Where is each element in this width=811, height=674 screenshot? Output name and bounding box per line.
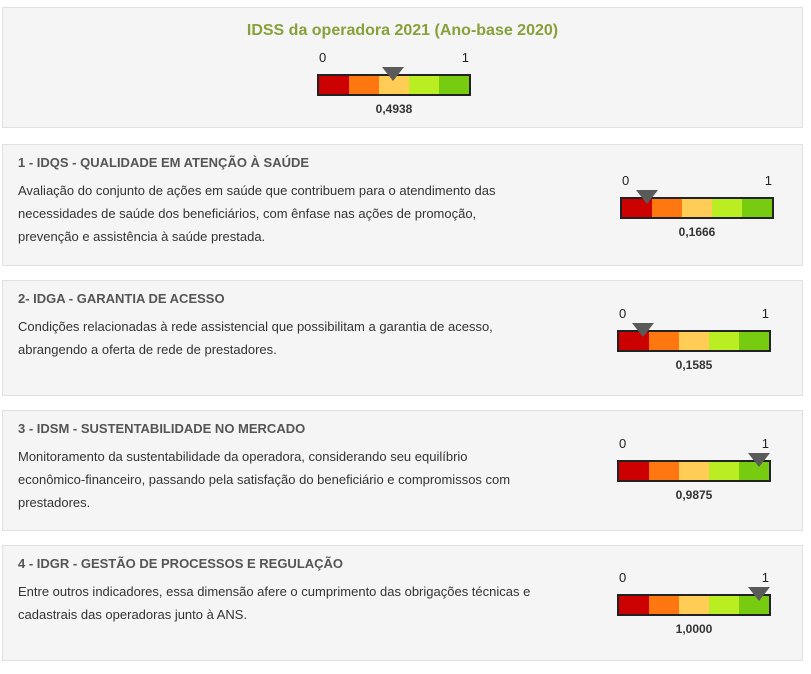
dimension-gauge: 0 1 0,1585	[617, 306, 771, 372]
gauge-pointer-icon	[748, 453, 770, 467]
gauge-segment-4	[712, 199, 742, 217]
gauge-pointer-icon	[748, 587, 770, 601]
gauge-value: 0,1666	[678, 225, 716, 239]
gauge-segment-2	[649, 596, 679, 614]
gauge-segment-2	[349, 76, 379, 94]
gauge-max-label: 1	[764, 173, 772, 188]
gauge-max-label: 1	[761, 306, 769, 321]
gauge-min-label: 0	[619, 436, 627, 451]
gauge-segment-5	[742, 199, 772, 217]
gauge-value: 0,1585	[675, 358, 713, 372]
gauge-pointer-icon	[631, 323, 654, 337]
gauge-max-label: 1	[761, 570, 769, 585]
gauge-segment-2	[649, 462, 679, 480]
gauge-segment-4	[709, 462, 739, 480]
gauge-min-label: 0	[619, 570, 627, 585]
dimension-title: 2- IDGA - GARANTIA DE ACESSO	[18, 291, 225, 306]
gauge-segment-2	[649, 332, 679, 350]
gauge-min-label: 0	[619, 306, 627, 321]
gauge-segment-3	[679, 332, 709, 350]
gauge-segment-5	[439, 76, 469, 94]
idss-summary-panel: IDSS da operadora 2021 (Ano-base 2020) 0…	[2, 7, 803, 128]
gauge-pointer-icon	[382, 67, 405, 81]
gauge-segment-1	[619, 462, 649, 480]
dimension-gauge: 0 1 1,0000	[617, 570, 771, 636]
gauge-segment-1	[319, 76, 349, 94]
gauge-max-label: 1	[761, 436, 769, 451]
dimension-description: Condições relacionadas à rede assistenci…	[18, 319, 493, 357]
dimension-description: Entre outros indicadores, essa dimensão …	[18, 584, 531, 622]
gauge-value: 1,0000	[675, 622, 713, 636]
dimension-idga-panel: 2- IDGA - GARANTIA DE ACESSO Condições r…	[2, 280, 803, 396]
idss-gauge: 0 1 0,4938	[317, 50, 471, 116]
dimension-idgr-panel: 4 - IDGR - GESTÃO DE PROCESSOS E REGULAÇ…	[2, 545, 803, 661]
dimension-title: 3 - IDSM - SUSTENTABILIDADE NO MERCADO	[18, 421, 306, 436]
gauge-max-label: 1	[461, 50, 469, 65]
gauge-color-scale	[620, 197, 774, 219]
gauge-segment-5	[739, 332, 769, 350]
gauge-min-label: 0	[622, 173, 630, 188]
dimension-gauge: 0 1 0,9875	[617, 436, 771, 502]
gauge-segment-3	[682, 199, 712, 217]
gauge-segment-3	[679, 462, 709, 480]
dimension-title: 4 - IDGR - GESTÃO DE PROCESSOS E REGULAÇ…	[18, 556, 344, 571]
dimension-description: Avaliação do conjunto de ações em saúde …	[18, 183, 496, 244]
gauge-segment-1	[619, 596, 649, 614]
dimension-title: 1 - IDQS - QUALIDADE EM ATENÇÃO À SAÚDE	[18, 155, 310, 170]
gauge-segment-4	[409, 76, 439, 94]
gauge-segment-2	[652, 199, 682, 217]
gauge-segment-3	[679, 596, 709, 614]
gauge-value: 0,4938	[375, 102, 413, 116]
gauge-value: 0,9875	[675, 488, 713, 502]
gauge-pointer-icon	[635, 190, 658, 204]
dimension-idqs-panel: 1 - IDQS - QUALIDADE EM ATENÇÃO À SAÚDE …	[2, 144, 803, 266]
dimension-gauge: 0 1 0,1666	[620, 173, 774, 239]
gauge-min-label: 0	[319, 50, 327, 65]
gauge-segment-4	[709, 332, 739, 350]
dimension-description: Monitoramento da sustentabilidade da ope…	[18, 449, 511, 510]
idss-title: IDSS da operadora 2021 (Ano-base 2020)	[246, 22, 559, 39]
dimension-idsm-panel: 3 - IDSM - SUSTENTABILIDADE NO MERCADO M…	[2, 410, 803, 531]
gauge-segment-4	[709, 596, 739, 614]
